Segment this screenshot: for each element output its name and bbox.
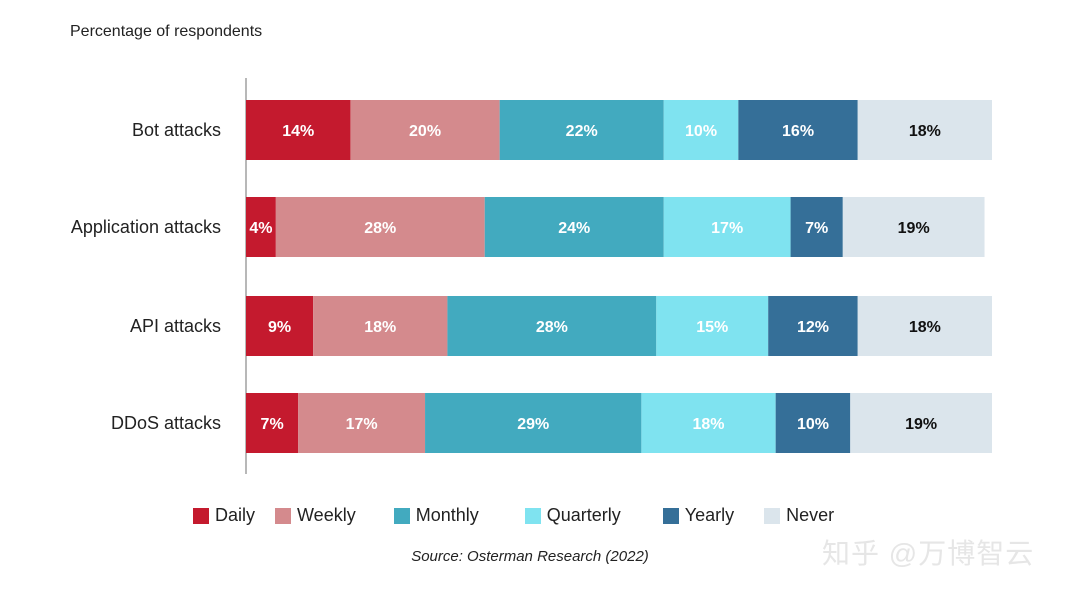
legend-swatch <box>662 507 679 524</box>
legend-item-never: Never <box>764 505 834 526</box>
data-label: 10% <box>797 416 829 433</box>
bar-segment-quarterly <box>663 197 791 257</box>
data-label: 9% <box>268 319 291 336</box>
data-label: 20% <box>409 123 441 140</box>
bar-segment-yearly <box>768 296 858 356</box>
data-label: 18% <box>909 123 941 140</box>
legend-item-quarterly: Quarterly <box>524 505 621 526</box>
source-note: Source: Osterman Research (2022) <box>411 548 649 565</box>
bar-segment-monthly <box>425 393 642 453</box>
legend-label: Quarterly <box>546 505 621 525</box>
data-label: 18% <box>909 319 941 336</box>
bar-segment-never <box>842 197 985 257</box>
data-label: 18% <box>364 319 396 336</box>
bar-segment-quarterly <box>656 296 769 356</box>
data-label: 28% <box>536 319 568 336</box>
data-label: 19% <box>905 416 937 433</box>
data-label: 19% <box>898 220 930 237</box>
data-label: 14% <box>282 123 314 140</box>
legend: Daily Weekly Monthly Quarterly Yearly Never <box>193 505 834 526</box>
bar-segment-yearly <box>790 197 843 257</box>
bar-segment-never <box>857 100 992 160</box>
data-label: 10% <box>685 123 717 140</box>
data-label: 12% <box>797 319 829 336</box>
legend-swatch <box>275 507 292 524</box>
data-label: 7% <box>261 416 284 433</box>
legend-label: Yearly <box>684 505 735 525</box>
data-label: 29% <box>517 416 549 433</box>
bar-segment-daily <box>246 197 276 257</box>
bar-segment-weekly <box>350 100 500 160</box>
bar-segment-never <box>850 393 992 453</box>
data-label: 7% <box>805 220 828 237</box>
legend-swatch <box>393 507 410 524</box>
bar-segment-monthly <box>499 100 664 160</box>
legend-label: Daily <box>215 505 256 525</box>
data-label: 16% <box>782 123 814 140</box>
data-label: 15% <box>696 319 728 336</box>
category-label: Bot attacks <box>132 120 221 140</box>
stacked-bar-chart: Bot attacks 14% 20% 22% 10% 16% 18% Application… <box>71 78 992 474</box>
data-label: 17% <box>711 220 743 237</box>
bar-segment-never <box>857 296 992 356</box>
legend-swatch <box>193 507 209 524</box>
bar-segment-quarterly <box>641 393 776 453</box>
bar-segment-monthly <box>447 296 657 356</box>
bar-segment-weekly <box>313 296 448 356</box>
legend-item-daily: Daily <box>193 505 255 526</box>
legend-item-weekly: Weekly <box>275 505 356 526</box>
legend-item-monthly: Monthly <box>393 505 479 526</box>
watermark: 知乎 @万博智云 <box>822 538 1035 569</box>
legend-item-yearly: Yearly <box>662 505 735 526</box>
bar-segment-monthly <box>484 197 664 257</box>
legend-swatch <box>764 507 781 524</box>
bar-segment-daily <box>246 100 351 160</box>
bar-segment-daily <box>246 393 299 453</box>
legend-label: Never <box>786 505 835 525</box>
bar-segment-daily <box>246 296 314 356</box>
data-label: 22% <box>566 123 598 140</box>
category-label: DDoS attacks <box>111 413 221 433</box>
data-label: 4% <box>249 220 272 237</box>
legend-label: Weekly <box>297 505 356 525</box>
chart-subtitle: Percentage of respondents <box>70 23 263 40</box>
legend-swatch <box>524 507 541 524</box>
bar-segment-weekly <box>298 393 426 453</box>
category-label: API attacks <box>130 316 221 336</box>
data-label: 17% <box>346 416 378 433</box>
bar-segment-yearly <box>775 393 851 453</box>
category-label: Application attacks <box>71 217 221 237</box>
bar-segment-weekly <box>275 197 485 257</box>
data-label: 18% <box>693 416 725 433</box>
legend-label: Monthly <box>415 505 479 525</box>
data-label: 24% <box>558 220 590 237</box>
bar-segment-quarterly <box>663 100 739 160</box>
data-label: 28% <box>364 220 396 237</box>
bar-segment-yearly <box>738 100 858 160</box>
